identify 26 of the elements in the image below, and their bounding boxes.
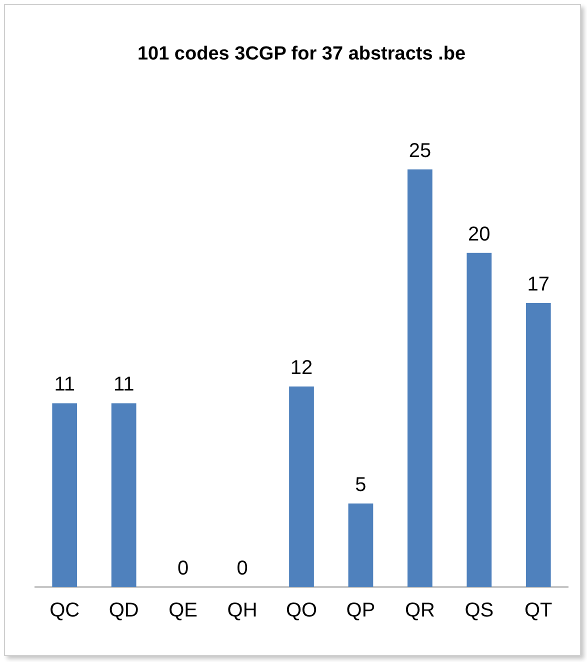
bar xyxy=(289,386,314,587)
x-tick-label: QR xyxy=(404,600,435,622)
bar xyxy=(111,403,136,587)
x-tick-label: QP xyxy=(346,600,376,622)
data-label: 0 xyxy=(177,558,189,580)
data-label: 0 xyxy=(236,558,248,580)
bar xyxy=(52,403,78,587)
data-label: 5 xyxy=(355,474,366,496)
data-label: 12 xyxy=(290,357,313,380)
data-label: 11 xyxy=(113,374,134,396)
x-tick-label: QH xyxy=(227,600,258,622)
x-tick-label: QS xyxy=(464,600,494,622)
x-tick-label: QC xyxy=(50,600,80,622)
x-tick-label: QE xyxy=(168,600,198,622)
chart-title: 101 codes 3CGP for 37 abstracts .be xyxy=(137,44,466,65)
bar xyxy=(348,503,374,587)
x-tick-label: QT xyxy=(524,600,552,622)
bar xyxy=(408,169,432,587)
bar xyxy=(526,302,551,587)
data-label: 17 xyxy=(527,274,550,296)
data-label: 11 xyxy=(54,374,75,396)
data-label: 20 xyxy=(468,223,490,246)
bar xyxy=(466,252,492,587)
x-tick-label: QO xyxy=(286,600,318,622)
data-label: 25 xyxy=(408,140,432,162)
x-tick-label: QD xyxy=(108,600,139,622)
